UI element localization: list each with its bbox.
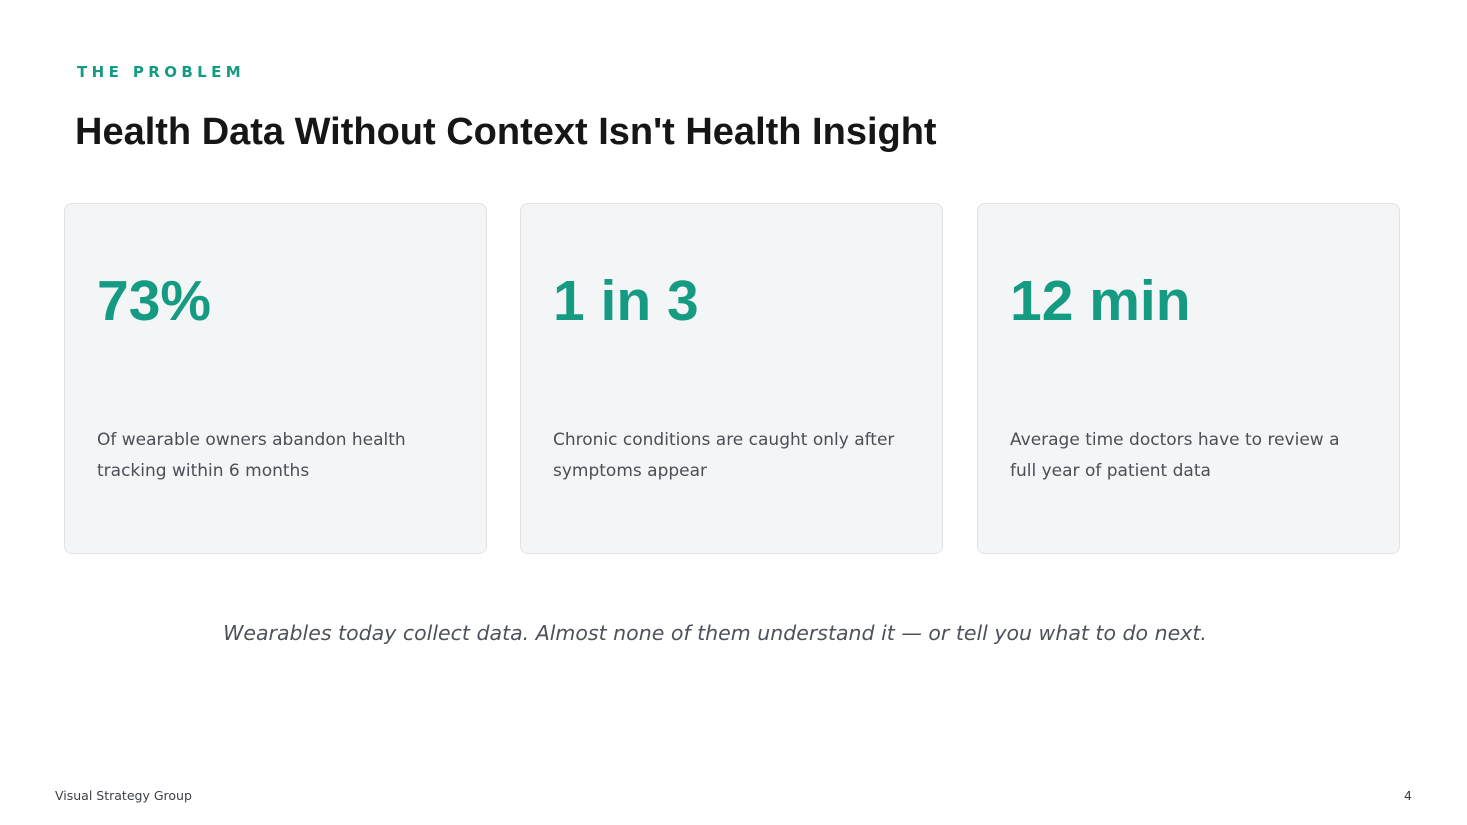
stat-card: 73% Of wearable owners abandon health tr…: [64, 203, 487, 554]
stat-card: 12 min Average time doctors have to revi…: [977, 203, 1400, 554]
tagline: Wearables today collect data. Almost non…: [223, 621, 1207, 645]
eyebrow-label: THE PROBLEM: [77, 63, 246, 81]
stat-value: 73%: [97, 269, 212, 333]
stat-description: Chronic conditions are caught only after…: [553, 430, 895, 481]
stat-description: Average time doctors have to review a fu…: [1010, 430, 1340, 481]
footer-brand: Visual Strategy Group: [55, 788, 192, 803]
stat-description: Of wearable owners abandon health tracki…: [97, 430, 406, 481]
slide-title: Health Data Without Context Isn't Health…: [75, 111, 937, 153]
stat-card: 1 in 3 Chronic conditions are caught onl…: [520, 203, 943, 554]
page-number: 4: [1404, 788, 1412, 803]
stat-value: 12 min: [1010, 269, 1191, 333]
stat-value: 1 in 3: [553, 269, 699, 333]
